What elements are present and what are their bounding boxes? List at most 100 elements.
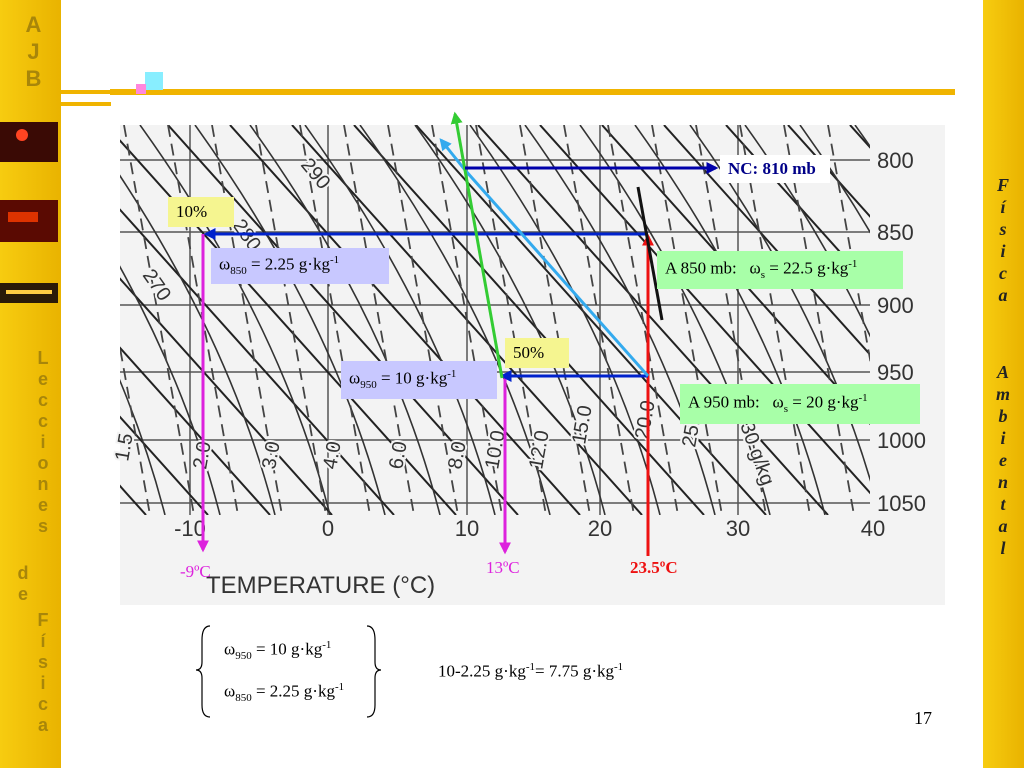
text-part: NC: 810 mb <box>728 159 816 178</box>
mixing-ratio <box>827 125 870 365</box>
thumb-light <box>16 129 28 141</box>
subscript: 850 <box>230 265 247 278</box>
text: A 850 mb: ωs = 22.5 g·kg-1 <box>665 258 857 281</box>
mixing-ratio <box>120 342 151 515</box>
subscript: s <box>783 403 789 416</box>
dry-adiabat <box>120 208 395 515</box>
summary-result: 10-2.25 g·kg-1= 7.75 g·kg-1 <box>430 658 670 684</box>
pressure-label: 900 <box>877 293 914 318</box>
axis-title: TEMPERATURE (°C) <box>206 572 435 599</box>
page-number: 17 <box>914 708 932 728</box>
dry-adiabat <box>120 139 457 515</box>
dry-adiabat <box>120 346 271 515</box>
summary-line: ω950 = 10 g·kg-1 <box>216 638 376 664</box>
text: 23.5ºC <box>630 558 678 578</box>
text-part: 50% <box>513 343 545 362</box>
sidebar-word: Física <box>993 175 1013 307</box>
saturation-line <box>636 186 664 321</box>
brace <box>195 625 211 718</box>
subscript: 850 <box>235 692 252 705</box>
thumb-light <box>8 212 38 222</box>
mixing-ratio <box>299 125 371 515</box>
text-part: = 10 g·kg <box>251 640 323 660</box>
subscript: s <box>760 269 766 282</box>
text-part: ω <box>224 640 236 660</box>
sidebar-word: Física <box>33 610 53 736</box>
superscript: -1 <box>322 639 332 652</box>
initials: AJB <box>21 12 46 93</box>
mixing-ratio <box>607 125 679 515</box>
text-part: = 7.75 g·kg <box>535 661 614 681</box>
dry-adiabat <box>539 125 870 495</box>
sidebar-right <box>983 0 1024 768</box>
dry-adiabat <box>477 125 829 515</box>
thumb <box>0 122 58 162</box>
pressure-label: 800 <box>877 148 914 173</box>
mixing-ratio <box>123 125 195 515</box>
temperature-label: 0 <box>322 516 334 541</box>
dewpoint-label: -9ºC <box>172 560 232 584</box>
mixing-ratio <box>739 125 811 515</box>
header-rule <box>110 89 955 95</box>
moist-adiabat <box>194 125 386 515</box>
saturation-label: A 950 mb: ωs = 20 g·kg-1 <box>680 384 920 424</box>
text: ω950 = 10 g·kg-1 <box>349 368 456 391</box>
text: NC: 810 mb <box>728 159 816 179</box>
mixing-ratio <box>255 125 327 515</box>
moist-adiabat <box>120 378 166 515</box>
brace <box>366 625 382 718</box>
rh-label: 10% <box>168 197 234 227</box>
text-part: = 2.25 g·kg <box>246 255 330 275</box>
mixing-ratio <box>211 125 283 515</box>
nc-label: NC: 810 mb <box>720 155 830 183</box>
dewpoint-label: 13ºC <box>478 556 538 580</box>
mixing-ratio <box>783 125 855 515</box>
sidebar-word: de <box>13 563 33 605</box>
text-part: = 22.5 g·kg <box>765 259 849 279</box>
dry-adiabat <box>120 277 333 515</box>
superscript: -1 <box>858 392 868 405</box>
dry-adiabat <box>787 125 870 218</box>
dry-adiabat <box>663 125 870 357</box>
temperature-label: 30 <box>726 516 750 541</box>
curve-label: 8.0 <box>444 440 470 471</box>
deco-square <box>136 84 146 94</box>
text: 50% <box>513 343 544 363</box>
dry-adiabat <box>725 125 870 287</box>
text-part: = 10 g·kg <box>376 369 448 389</box>
dry-adiabat <box>415 125 767 515</box>
saturation-label: A 850 mb: ωs = 22.5 g·kg-1 <box>657 251 903 289</box>
moist-adiabat <box>359 125 551 515</box>
mixing-ratio-path <box>450 111 504 379</box>
moist-adiabat <box>139 125 331 515</box>
mixing-ratio <box>651 125 723 515</box>
moist-adiabat <box>799 125 870 234</box>
mixing-ratio <box>475 125 547 515</box>
temperature-label: 10 <box>455 516 479 541</box>
pressure-label: 1000 <box>877 428 926 453</box>
text-part: A 850 mb: ω <box>665 259 761 279</box>
deco-square <box>145 72 163 90</box>
temperature-label: 40 <box>861 516 885 541</box>
text-part: 10% <box>176 202 208 221</box>
mixing-ratio <box>695 125 767 515</box>
superscript: -1 <box>329 254 340 267</box>
dry-adiabat <box>120 415 209 515</box>
text-part: ω <box>224 682 236 702</box>
superscript: -1 <box>447 368 457 381</box>
moist-adiabat <box>414 125 606 515</box>
dry-adiabat <box>353 125 705 515</box>
subscript: 950 <box>235 650 252 663</box>
dry-adiabat <box>167 125 519 515</box>
mixing-ratio <box>387 125 459 515</box>
rh-label: 50% <box>505 338 569 368</box>
moist-adiabat <box>579 125 771 515</box>
text-part: = 20 g·kg <box>788 393 859 413</box>
subscript: 950 <box>360 379 377 392</box>
text-part: ω <box>219 255 231 275</box>
text: A 950 mb: ωs = 20 g·kg-1 <box>688 392 868 415</box>
temperature-label: -10 <box>174 516 206 541</box>
sidebar-word: Ambiental <box>993 362 1013 560</box>
sidebar-word: Lecciones <box>33 348 53 537</box>
